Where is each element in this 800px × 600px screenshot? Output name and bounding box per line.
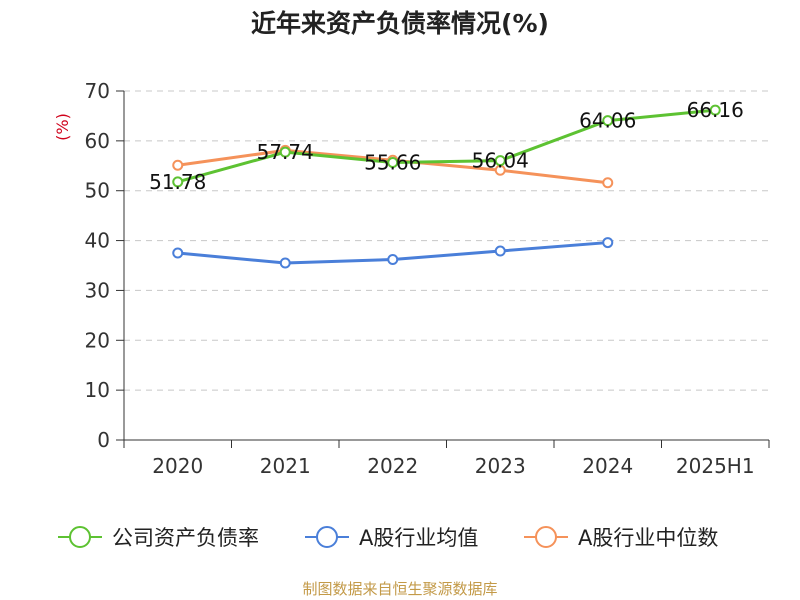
y-tick-label: 60: [85, 129, 110, 153]
data-point: [279, 257, 291, 269]
data-label: 56.04: [472, 149, 529, 173]
data-point: [602, 177, 614, 189]
x-tick-label: 2022: [367, 454, 418, 478]
legend-label: A股行业中位数: [578, 526, 718, 550]
x-tick-label: 2025H1: [676, 454, 755, 478]
x-tick-label: 2020: [152, 454, 203, 478]
series-line: [177, 108, 716, 184]
data-point: [387, 254, 399, 266]
data-label: 51.78: [149, 170, 206, 194]
y-tick-label: 30: [85, 278, 110, 302]
chart-title: 近年来资产负债率情况(%): [251, 9, 549, 38]
legend-label: A股行业均值: [359, 526, 478, 550]
legend-marker: [69, 526, 91, 548]
y-tick-label: 0: [97, 428, 110, 452]
data-point: [279, 146, 291, 158]
data-point: [172, 247, 184, 259]
source-note: 制图数据来自恒生聚源数据库: [302, 580, 498, 598]
y-tick-label: 70: [85, 79, 110, 103]
y-axis-label: (%): [53, 113, 72, 141]
data-point: [172, 159, 184, 171]
data-label: 64.06: [579, 109, 636, 133]
data-label: 66.16: [687, 98, 744, 122]
data-point: [494, 245, 506, 257]
y-tick-label: 40: [85, 229, 110, 253]
data-point: [709, 104, 721, 116]
data-label: 55.66: [364, 150, 421, 174]
data-point: [494, 155, 506, 167]
data-label: 57.74: [257, 140, 314, 164]
data-point: [387, 156, 399, 168]
legend-marker: [316, 526, 338, 548]
legend-label: 公司资产负债率: [112, 526, 259, 550]
data-point: [602, 237, 614, 249]
y-tick-label: 50: [85, 179, 110, 203]
y-tick-label: 10: [85, 378, 110, 402]
x-tick-label: 2021: [260, 454, 311, 478]
y-tick-label: 20: [85, 328, 110, 352]
data-point: [602, 115, 614, 127]
x-tick-label: 2024: [582, 454, 633, 478]
legend-marker: [535, 526, 557, 548]
x-tick-label: 2023: [475, 454, 526, 478]
data-point: [172, 176, 184, 188]
